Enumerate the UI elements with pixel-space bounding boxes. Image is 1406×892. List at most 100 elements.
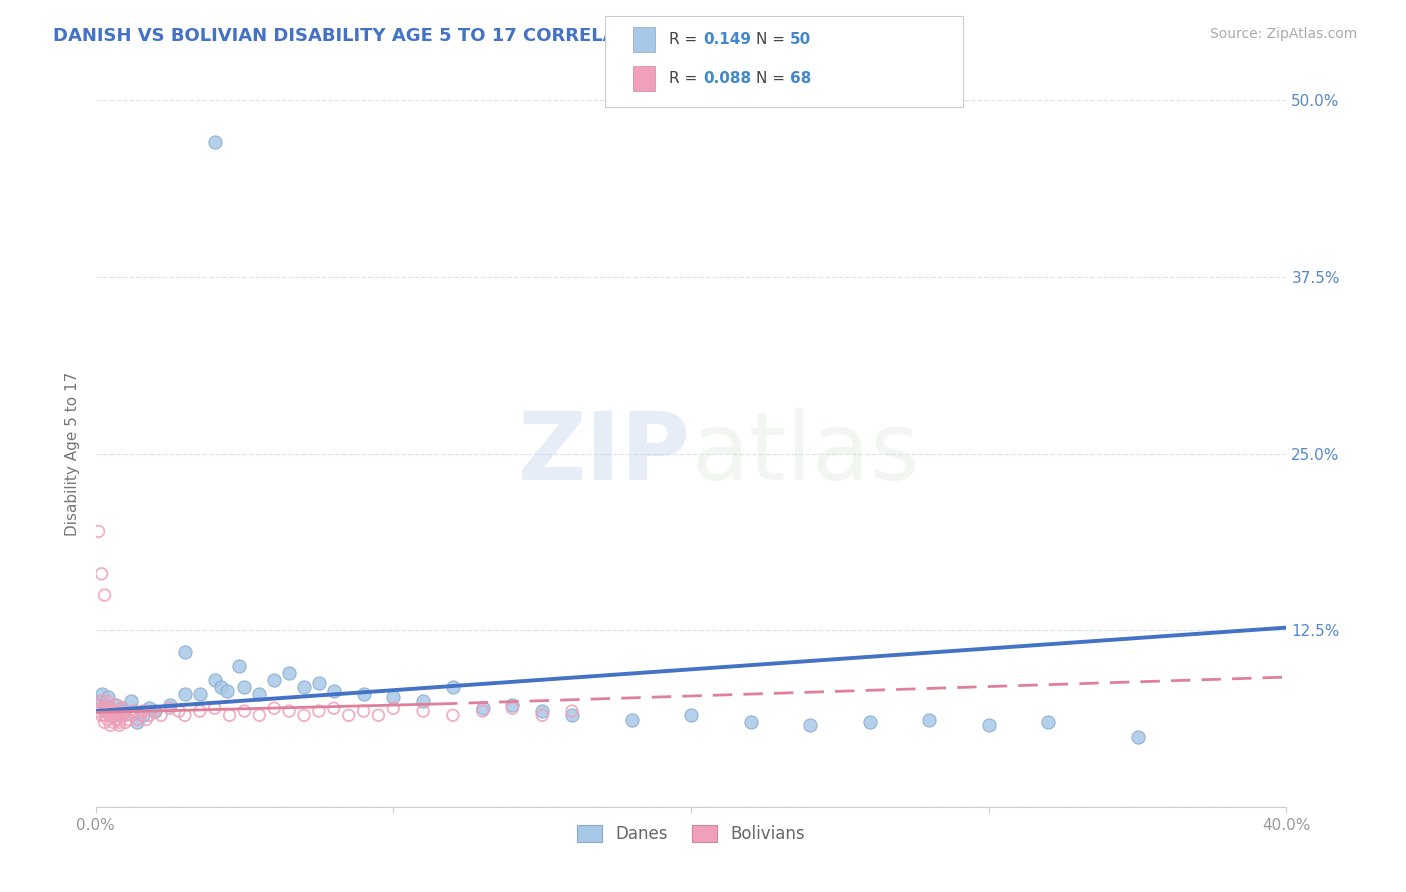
Point bbox=[138, 701, 160, 715]
Point bbox=[412, 694, 434, 708]
Point bbox=[105, 713, 128, 727]
Point bbox=[135, 713, 157, 727]
Point bbox=[247, 687, 270, 701]
Point bbox=[382, 690, 405, 704]
Point bbox=[90, 566, 112, 581]
Point bbox=[87, 694, 110, 708]
Point bbox=[308, 675, 330, 690]
Text: ZIP: ZIP bbox=[519, 408, 692, 500]
Point bbox=[353, 687, 375, 701]
Point bbox=[188, 687, 211, 701]
Point bbox=[129, 708, 152, 723]
Point bbox=[620, 713, 643, 727]
Point bbox=[96, 694, 118, 708]
Point bbox=[471, 704, 494, 718]
Point bbox=[167, 704, 190, 718]
Point bbox=[108, 713, 131, 727]
Point bbox=[100, 708, 122, 723]
Point bbox=[233, 704, 256, 718]
Point bbox=[93, 701, 115, 715]
Point bbox=[353, 704, 375, 718]
Point bbox=[100, 708, 122, 723]
Text: R =: R = bbox=[669, 71, 703, 87]
Point bbox=[105, 698, 128, 713]
Point bbox=[681, 708, 703, 723]
Point bbox=[108, 715, 131, 730]
Point bbox=[561, 708, 583, 723]
Text: Source: ZipAtlas.com: Source: ZipAtlas.com bbox=[1209, 27, 1357, 41]
Point bbox=[977, 718, 1000, 732]
Point bbox=[105, 698, 128, 713]
Text: 50: 50 bbox=[790, 32, 811, 46]
Point bbox=[93, 588, 115, 602]
Point bbox=[278, 704, 301, 718]
Point bbox=[501, 701, 523, 715]
Point bbox=[100, 701, 122, 715]
Point bbox=[93, 704, 115, 718]
Point bbox=[441, 708, 464, 723]
Point bbox=[117, 713, 139, 727]
Point bbox=[103, 704, 125, 718]
Point bbox=[204, 136, 226, 150]
Point bbox=[233, 680, 256, 694]
Point bbox=[188, 704, 211, 718]
Point bbox=[501, 698, 523, 713]
Point bbox=[337, 708, 360, 723]
Point bbox=[531, 708, 554, 723]
Point bbox=[263, 701, 285, 715]
Point bbox=[1038, 715, 1060, 730]
Point bbox=[90, 708, 112, 723]
Point bbox=[138, 708, 160, 723]
Point bbox=[105, 713, 128, 727]
Point bbox=[174, 645, 197, 659]
Point bbox=[159, 698, 181, 713]
Point bbox=[111, 708, 134, 723]
Point bbox=[96, 704, 118, 718]
Point bbox=[278, 665, 301, 680]
Point bbox=[127, 715, 149, 730]
Text: 0.088: 0.088 bbox=[703, 71, 751, 87]
Point bbox=[108, 718, 131, 732]
Text: R =: R = bbox=[669, 32, 703, 46]
Point bbox=[215, 684, 238, 698]
Y-axis label: Disability Age 5 to 17: Disability Age 5 to 17 bbox=[65, 371, 80, 536]
Point bbox=[124, 704, 146, 718]
Point bbox=[174, 708, 197, 723]
Point bbox=[100, 718, 122, 732]
Point bbox=[918, 713, 941, 727]
Point bbox=[103, 708, 125, 723]
Text: atlas: atlas bbox=[692, 408, 920, 500]
Point bbox=[108, 704, 131, 718]
Point bbox=[143, 704, 166, 718]
Point bbox=[204, 673, 226, 687]
Point bbox=[132, 708, 155, 723]
Point bbox=[218, 708, 240, 723]
Point bbox=[93, 698, 115, 713]
Point bbox=[100, 701, 122, 715]
Point bbox=[87, 704, 110, 718]
Point bbox=[209, 680, 232, 694]
Point bbox=[441, 680, 464, 694]
Text: 68: 68 bbox=[790, 71, 811, 87]
Point bbox=[127, 713, 149, 727]
Point bbox=[799, 718, 821, 732]
Point bbox=[367, 708, 389, 723]
Point bbox=[100, 708, 122, 723]
Point bbox=[143, 704, 166, 718]
Point bbox=[96, 713, 118, 727]
Text: N =: N = bbox=[756, 32, 790, 46]
Point bbox=[292, 680, 315, 694]
Point bbox=[382, 701, 405, 715]
Point bbox=[90, 687, 112, 701]
Point bbox=[103, 704, 125, 718]
Point bbox=[114, 704, 136, 718]
Point bbox=[120, 708, 142, 723]
Point bbox=[159, 701, 181, 715]
Point bbox=[103, 704, 125, 718]
Legend: Danes, Bolivians: Danes, Bolivians bbox=[569, 818, 813, 850]
Point bbox=[322, 701, 344, 715]
Point bbox=[96, 698, 118, 713]
Point bbox=[105, 704, 128, 718]
Point bbox=[90, 694, 112, 708]
Point bbox=[103, 715, 125, 730]
